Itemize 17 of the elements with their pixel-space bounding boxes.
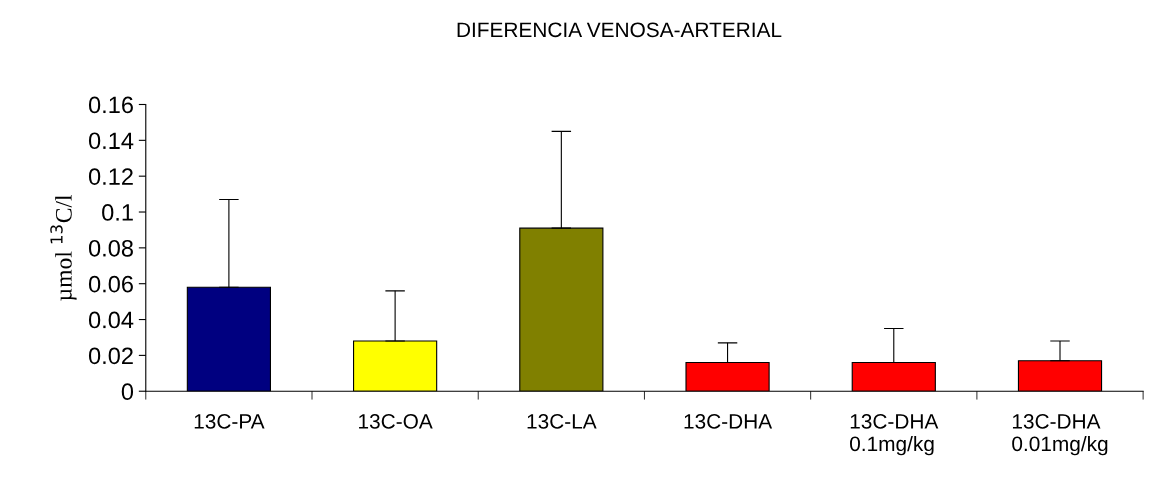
chart-title: DIFERENCIA VENOSA-ARTERIAL	[457, 22, 782, 38]
y-tick-label: 0	[121, 383, 134, 401]
y-tick-label: 0.14	[88, 132, 134, 150]
y-tick-label: 0.04	[88, 311, 134, 329]
x-tick-label: 13C-DHA	[684, 414, 773, 429]
y-tick-label: 0.12	[88, 168, 133, 185]
y-tick-label: 0.02	[88, 347, 133, 365]
y-tick-label: 0.06	[88, 275, 133, 293]
y-axis-title: µmol $^{13}$C/l	[50, 194, 77, 301]
x-tick-label: 13C-OA	[359, 414, 433, 429]
y-tick-label: 0.16	[88, 96, 133, 114]
y-tick-label: 0.08	[88, 239, 133, 257]
x-tick-label: 13C-PA	[194, 414, 265, 429]
x-tick-label: 13C-LA	[527, 414, 597, 429]
x-tick-label: 13C-DHA 0.1mg/kg	[850, 414, 939, 456]
x-tick-label: 13C-DHA 0.01mg/kg	[1012, 414, 1108, 456]
y-tick-label: 0.1	[102, 204, 133, 221]
